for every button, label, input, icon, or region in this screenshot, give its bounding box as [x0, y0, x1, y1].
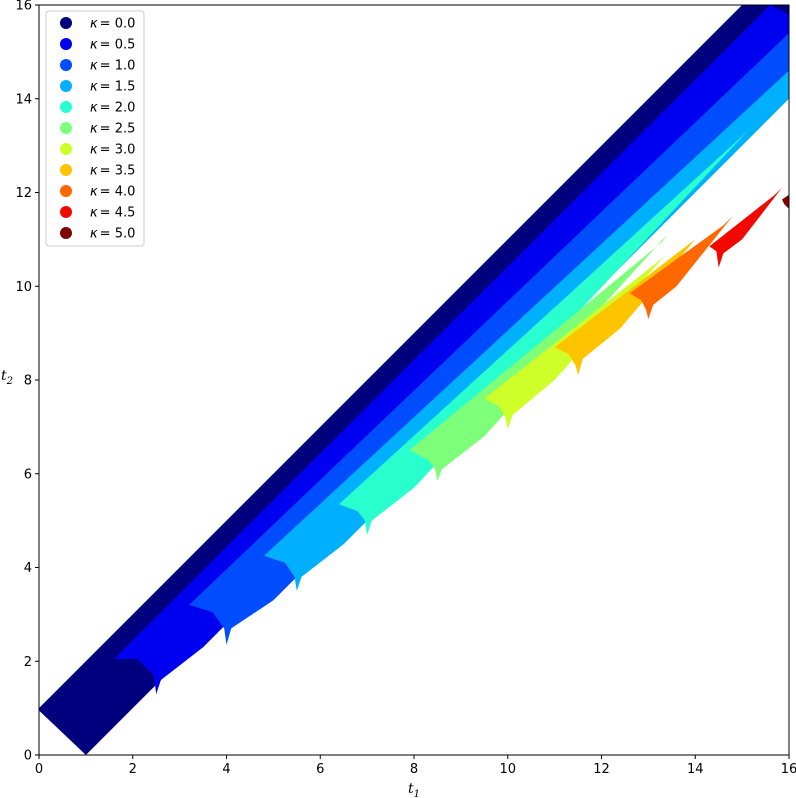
legend-marker	[60, 185, 72, 197]
legend-marker	[60, 17, 72, 29]
legend-label: κ = 0.0	[90, 17, 135, 32]
legend-marker	[60, 143, 72, 155]
y-tick-label: 2	[24, 655, 32, 670]
legend-label: κ = 4.5	[90, 206, 135, 221]
x-tick-label: 8	[410, 762, 418, 777]
x-axis-label: t1	[408, 781, 420, 798]
legend-label: κ = 2.0	[90, 101, 135, 116]
chart-regions	[39, 5, 789, 755]
region-kappa-9	[709, 187, 782, 268]
legend-label: κ = 5.0	[90, 227, 135, 242]
y-tick-label: 8	[24, 374, 32, 389]
legend-marker	[60, 227, 72, 239]
y-axis-label: t2	[1, 368, 13, 387]
legend-label: κ = 3.0	[90, 143, 135, 158]
legend-label: κ = 1.0	[90, 59, 135, 74]
y-tick-label: 0	[24, 749, 32, 764]
region-kappa-10	[782, 194, 789, 209]
legend-marker	[60, 206, 72, 218]
legend-marker	[60, 101, 72, 113]
y-tick-label: 14	[15, 92, 32, 107]
y-tick-label: 16	[15, 0, 32, 14]
region-kappa-8	[629, 215, 733, 320]
x-tick-label: 10	[499, 762, 516, 777]
x-tick-label: 16	[781, 762, 796, 777]
y-tick-label: 6	[24, 467, 32, 482]
x-tick-label: 14	[687, 762, 704, 777]
legend-marker	[60, 38, 72, 50]
legend: κ = 0.0 κ = 0.5 κ = 1.0 κ = 1.5 κ = 2.0 κ = 2.5 κ = 3…	[45, 10, 145, 247]
legend-label: κ = 3.5	[90, 164, 135, 179]
legend-marker	[60, 59, 72, 71]
x-tick-label: 0	[35, 762, 43, 777]
x-tick-label: 2	[129, 762, 137, 777]
x-tick-label: 12	[593, 762, 610, 777]
legend-label: κ = 4.0	[90, 185, 135, 200]
legend-marker	[60, 164, 72, 176]
legend-label: κ = 2.5	[90, 122, 135, 137]
x-tick-label: 6	[316, 762, 324, 777]
y-tick-label: 4	[24, 561, 32, 576]
legend-label: κ = 1.5	[90, 80, 135, 95]
legend-marker	[60, 122, 72, 134]
legend-label: κ = 0.5	[90, 38, 135, 53]
y-tick-label: 12	[15, 186, 32, 201]
y-tick-label: 10	[15, 280, 32, 295]
x-tick-label: 4	[222, 762, 230, 777]
axis-ticks: 0 2 4 6 8 10 12 14 16 0 2 4 6 8 10 12 14 16	[15, 0, 796, 777]
legend-marker	[60, 80, 72, 92]
